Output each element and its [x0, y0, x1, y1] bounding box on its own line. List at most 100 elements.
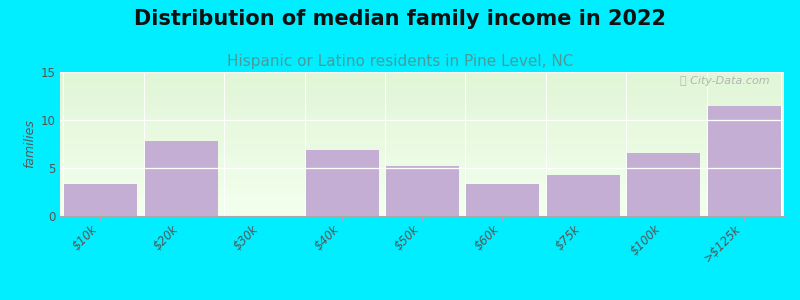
Bar [60, 165, 784, 166]
Bar [60, 102, 784, 103]
Bar [60, 149, 784, 150]
Bar [60, 129, 784, 130]
Bar [60, 189, 784, 190]
Bar [60, 86, 784, 87]
Bar [60, 163, 784, 164]
Bar [60, 77, 784, 78]
Bar [60, 140, 784, 141]
Bar [60, 172, 784, 173]
Bar [60, 178, 784, 179]
Bar [60, 200, 784, 201]
Bar [60, 100, 784, 101]
Bar [60, 168, 784, 169]
Bar [60, 175, 784, 176]
Bar [60, 80, 784, 81]
Bar [60, 78, 784, 79]
Bar [60, 213, 784, 214]
Bar [60, 202, 784, 203]
Bar [60, 93, 784, 94]
Bar [626, 153, 700, 216]
Bar [60, 143, 784, 144]
Bar [60, 181, 784, 182]
Bar [60, 160, 784, 161]
Bar [60, 188, 784, 189]
Bar [60, 159, 784, 160]
Bar [60, 210, 784, 211]
Bar [60, 186, 784, 187]
Bar [60, 127, 784, 128]
Bar [60, 134, 784, 135]
Bar [60, 152, 784, 153]
Bar [60, 90, 784, 91]
Text: Hispanic or Latino residents in Pine Level, NC: Hispanic or Latino residents in Pine Lev… [227, 54, 573, 69]
Bar [63, 184, 138, 216]
Bar [60, 107, 784, 108]
Bar [60, 206, 784, 207]
Bar [60, 123, 784, 124]
Bar [60, 167, 784, 168]
Bar [60, 84, 784, 85]
Bar [60, 95, 784, 96]
Bar [60, 194, 784, 195]
Bar [60, 124, 784, 125]
Bar [60, 128, 784, 129]
Bar [60, 76, 784, 77]
Bar [60, 120, 784, 121]
Bar [60, 184, 784, 185]
Bar [60, 151, 784, 152]
Bar [60, 135, 784, 136]
Bar [60, 193, 784, 194]
Bar [60, 109, 784, 110]
Bar [60, 158, 784, 159]
Bar [60, 161, 784, 162]
Bar [305, 150, 378, 216]
Bar [60, 136, 784, 137]
Bar [60, 98, 784, 99]
Bar [60, 190, 784, 191]
Bar [60, 204, 784, 205]
Bar [60, 162, 784, 163]
Bar [60, 82, 784, 83]
Bar [60, 111, 784, 112]
Bar [60, 118, 784, 119]
Bar [60, 197, 784, 198]
Bar [60, 131, 784, 132]
Bar [60, 182, 784, 183]
Bar [60, 208, 784, 209]
Bar [546, 175, 620, 216]
Bar [60, 139, 784, 140]
Bar [60, 103, 784, 104]
Bar [60, 154, 784, 155]
Bar [60, 153, 784, 154]
Bar [60, 114, 784, 115]
Bar [60, 170, 784, 171]
Bar [60, 117, 784, 118]
Bar [60, 157, 784, 158]
Bar [60, 187, 784, 188]
Bar [60, 92, 784, 93]
Bar [60, 119, 784, 120]
Bar [60, 150, 784, 151]
Bar [60, 112, 784, 113]
Bar [60, 88, 784, 89]
Bar [60, 156, 784, 157]
Bar [60, 75, 784, 76]
Bar [60, 215, 784, 216]
Bar [60, 125, 784, 126]
Bar [60, 203, 784, 204]
Bar [60, 79, 784, 80]
Bar [60, 108, 784, 109]
Bar [60, 148, 784, 149]
Bar [60, 81, 784, 82]
Bar [60, 177, 784, 178]
Bar [60, 122, 784, 123]
Bar [60, 174, 784, 175]
Bar [60, 212, 784, 213]
Bar [60, 146, 784, 147]
Bar [60, 147, 784, 148]
Bar [60, 104, 784, 105]
Bar [60, 205, 784, 206]
Bar [60, 171, 784, 172]
Bar [60, 116, 784, 117]
Bar [60, 94, 784, 95]
